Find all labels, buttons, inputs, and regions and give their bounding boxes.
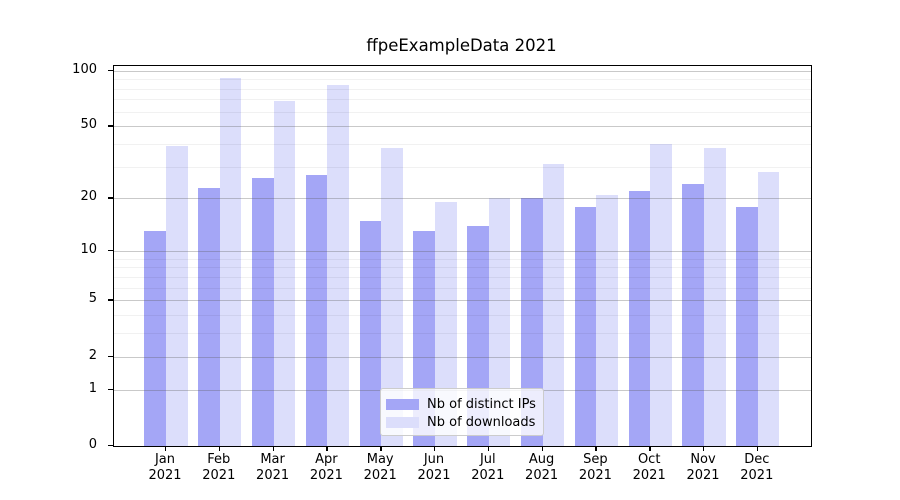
x-tick-mark-aug [541,446,543,451]
bar-nb-of-distinct-ips-sep [574,206,597,446]
gridline-minor-9 [114,258,811,260]
bar-nb-of-downloads-apr [327,84,349,446]
y-tick-mark-50 [108,125,113,127]
bar-nb-of-distinct-ips-feb [198,187,220,446]
x-tick-label-sep: Sep 2021 [578,452,612,483]
x-tick-label-feb: Feb 2021 [202,452,236,483]
gridline-minor-70 [114,99,811,101]
bar-nb-of-downloads-nov [704,148,726,446]
bar-nb-of-distinct-ips-apr [305,175,328,446]
x-tick-mark-apr [326,446,328,451]
y-tick-label-1: 1 [88,380,97,396]
bar-nb-of-distinct-ips-aug [521,198,543,446]
gridline-minor-80 [114,88,811,90]
bar-nb-of-downloads-sep [596,194,618,446]
x-tick-label-jul: Jul 2021 [471,452,505,483]
y-tick-label-2: 2 [88,347,97,363]
x-tick-mark-oct [649,446,651,451]
gridline-minor-4 [114,315,811,317]
bar-nb-of-distinct-ips-nov [682,184,704,446]
x-tick-label-aug: Aug 2021 [525,452,559,483]
gridline-minor-30 [114,166,811,168]
x-tick-mark-may [380,446,382,451]
y-tick-mark-5 [108,299,113,301]
gridline-2 [114,356,811,358]
gridline-5 [114,300,811,302]
gridline-minor-6 [114,287,811,289]
x-tick-mark-sep [595,446,597,451]
bar-nb-of-downloads-jun [435,202,457,446]
gridline-minor-40 [114,144,811,145]
legend-swatch-distinct-ips [386,398,419,410]
x-tick-mark-dec [756,446,759,451]
legend-entry-downloads: Nb of downloads [381,413,543,431]
legend-label-distinct-ips: Nb of distinct IPs [427,396,536,412]
y-tick-mark-2 [108,355,113,358]
plot-area [113,65,812,447]
gridline-minor-8 [114,267,811,269]
legend: Nb of distinct IPs Nb of downloads [380,388,544,436]
y-tick-label-0: 0 [88,437,97,452]
y-tick-mark-1 [108,388,113,391]
x-tick-mark-mar [272,446,274,451]
x-tick-label-jun: Jun 2021 [417,452,451,483]
y-tick-label-100: 100 [72,61,97,77]
x-tick-label-oct: Oct 2021 [632,452,666,483]
y-tick-mark-20 [108,197,113,199]
gridline-minor-90 [114,79,811,81]
bar-nb-of-downloads-dec [757,172,780,446]
legend-entry-distinct-ips: Nb of distinct IPs [381,395,543,413]
x-tick-mark-feb [218,446,221,451]
bar-nb-of-distinct-ips-jan [144,231,166,446]
legend-swatch-downloads [386,416,419,428]
y-tick-mark-10 [108,250,113,252]
y-tick-label-5: 5 [88,291,97,307]
x-tick-label-apr: Apr 2021 [309,452,343,483]
bar-nb-of-distinct-ips-oct [628,191,651,446]
bar-nb-of-distinct-ips-may [359,220,382,446]
x-tick-mark-nov [703,446,705,451]
gridline-10 [114,251,811,252]
y-tick-label-10: 10 [80,242,97,257]
gridline-minor-3 [114,333,811,335]
y-tick-mark-0 [108,445,113,447]
y-tick-label-50: 50 [80,117,97,133]
chart-title: ffpeExampleData 2021 [366,36,557,55]
bar-nb-of-downloads-oct [650,144,672,446]
x-tick-label-nov: Nov 2021 [686,452,720,483]
x-tick-mark-jan [165,446,167,451]
x-tick-label-dec: Dec 2021 [740,452,774,483]
x-tick-label-jan: Jan 2021 [148,452,182,483]
x-tick-label-may: May 2021 [363,452,397,483]
bar-nb-of-downloads-may [381,148,403,446]
gridline-20 [114,198,811,200]
y-tick-mark-100 [108,69,113,72]
bar-nb-of-downloads-jul [488,198,511,446]
bar-nb-of-downloads-feb [219,78,242,446]
gridline-minor-60 [114,111,811,113]
legend-label-downloads: Nb of downloads [427,414,536,430]
x-tick-mark-jun [434,446,436,451]
gridline-minor-7 [114,276,811,278]
gridline-50 [114,126,811,128]
x-tick-label-mar: Mar 2021 [256,452,290,483]
bar-nb-of-downloads-jan [166,146,188,446]
bar-nb-of-downloads-mar [273,100,296,446]
bar-nb-of-distinct-ips-dec [736,206,758,446]
bar-nb-of-distinct-ips-mar [252,177,274,446]
bar-nb-of-downloads-aug [542,164,565,446]
y-tick-label-20: 20 [80,189,97,205]
gridline-100 [114,70,811,72]
x-tick-mark-jul [487,446,490,451]
